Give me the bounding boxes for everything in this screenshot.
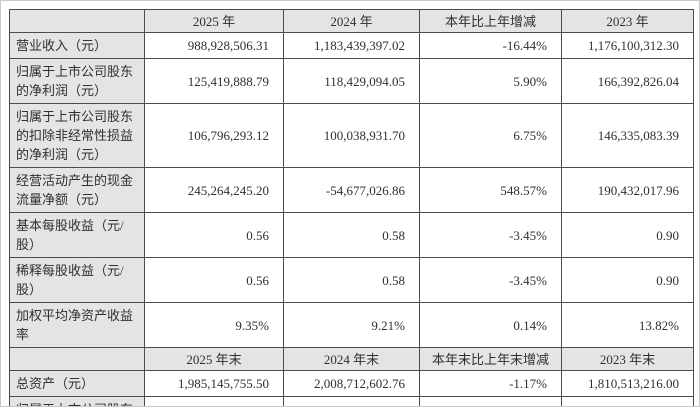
value-2024: 118,429,094.05 bbox=[283, 58, 420, 104]
row-label: 加权平均净资产收益率 bbox=[9, 302, 145, 348]
table-row-diluted-eps: 稀释每股收益（元/股） 0.56 0.58 -3.45% 0.90 bbox=[9, 257, 694, 303]
table-row-revenue: 营业收入（元） 988,928,506.31 1,183,439,397.02 … bbox=[9, 32, 694, 59]
value-2025: 0.56 bbox=[144, 212, 284, 258]
row-label: 归属于上市公司股东的净利润（元） bbox=[9, 58, 145, 104]
value-change: -3.45% bbox=[419, 212, 562, 258]
header-end-2025: 2025 年末 bbox=[144, 347, 284, 371]
value-2025: 245,264,245.20 bbox=[144, 167, 284, 213]
header-yoy-change: 本年比上年增减 bbox=[419, 9, 562, 33]
value-2023: 0.90 bbox=[561, 212, 694, 258]
table-row-total-assets: 总资产（元） 1,985,145,755.50 2,008,712,602.76… bbox=[9, 370, 694, 397]
value-2023: 0.90 bbox=[561, 257, 694, 303]
header-row-period-end: 2025 年末 2024 年末 本年末比上年末增减 2023 年末 bbox=[9, 347, 694, 371]
value-2024: 0.58 bbox=[283, 212, 420, 258]
row-label: 总资产（元） bbox=[9, 370, 145, 397]
header-end-yoy-change: 本年末比上年末增减 bbox=[419, 347, 562, 371]
value-2023: 190,432,017.96 bbox=[561, 167, 694, 213]
table-row-weighted-avg-roe: 加权平均净资产收益率 9.35% 9.21% 0.14% 13.82% bbox=[9, 302, 694, 348]
row-label: 稀释每股收益（元/股） bbox=[9, 257, 145, 303]
value-2023: 1,810,513,216.00 bbox=[561, 370, 694, 397]
table-row-net-profit-excl-nonrecurring: 归属于上市公司股东的扣除非经常性损益的净利润（元） 106,796,293.12… bbox=[9, 103, 694, 168]
row-label: 归属于上市公司股东的净资产（元） bbox=[9, 396, 145, 406]
table-row-basic-eps: 基本每股收益（元/股） 0.56 0.58 -3.45% 0.90 bbox=[9, 212, 694, 258]
value-change: 6.75% bbox=[419, 103, 562, 168]
value-2025: 988,928,506.31 bbox=[144, 32, 284, 59]
value-2024: 1,183,439,397.02 bbox=[283, 32, 420, 59]
header-year-2025: 2025 年 bbox=[144, 9, 284, 33]
value-2024: 0.58 bbox=[283, 257, 420, 303]
value-2025: 106,796,293.12 bbox=[144, 103, 284, 168]
value-2024: 2,008,712,602.76 bbox=[283, 370, 420, 397]
value-2023: 166,392,826.04 bbox=[561, 58, 694, 104]
header-end-2024: 2024 年末 bbox=[283, 347, 420, 371]
value-2025: 0.56 bbox=[144, 257, 284, 303]
value-change: 548.57% bbox=[419, 167, 562, 213]
table-row-operating-cash-flow: 经营活动产生的现金流量净额（元） 245,264,245.20 -54,677,… bbox=[9, 167, 694, 213]
row-label: 经营活动产生的现金流量净额（元） bbox=[9, 167, 145, 213]
header-year-2023: 2023 年 bbox=[561, 9, 694, 33]
value-2025: 1,985,145,755.50 bbox=[144, 370, 284, 397]
value-2023: 1,176,100,312.30 bbox=[561, 32, 694, 59]
value-2023: 13.82% bbox=[561, 302, 694, 348]
header-row-period: 2025 年 2024 年 本年比上年增减 2023 年 bbox=[9, 9, 694, 33]
value-2023: 146,335,083.39 bbox=[561, 103, 694, 168]
value-2024: 1,330,748,271.90 bbox=[283, 396, 420, 406]
value-2025: 1,358,996,878.72 bbox=[144, 396, 284, 406]
value-change: -16.44% bbox=[419, 32, 562, 59]
header-blank-cell bbox=[9, 9, 145, 33]
value-change: -1.17% bbox=[419, 370, 562, 397]
value-2024: 9.21% bbox=[283, 302, 420, 348]
value-2023: 1,268,051,118.44 bbox=[561, 396, 694, 406]
value-change: 5.90% bbox=[419, 58, 562, 104]
value-change: 2.12% bbox=[419, 396, 562, 406]
value-2024: 100,038,931.70 bbox=[283, 103, 420, 168]
value-2025: 9.35% bbox=[144, 302, 284, 348]
table-row-net-profit: 归属于上市公司股东的净利润（元） 125,419,888.79 118,429,… bbox=[9, 58, 694, 104]
header-end-2023: 2023 年末 bbox=[561, 347, 694, 371]
value-change: 0.14% bbox=[419, 302, 562, 348]
table-row-net-assets: 归属于上市公司股东的净资产（元） 1,358,996,878.72 1,330,… bbox=[9, 396, 694, 406]
header-year-2024: 2024 年 bbox=[283, 9, 420, 33]
financial-summary-table: 2025 年 2024 年 本年比上年增减 2023 年 营业收入（元） 988… bbox=[9, 9, 694, 406]
header-blank-cell bbox=[9, 347, 145, 371]
row-label: 基本每股收益（元/股） bbox=[9, 212, 145, 258]
row-label: 营业收入（元） bbox=[9, 32, 145, 59]
row-label: 归属于上市公司股东的扣除非经常性损益的净利润（元） bbox=[9, 103, 145, 168]
value-2025: 125,419,888.79 bbox=[144, 58, 284, 104]
value-2024: -54,677,026.86 bbox=[283, 167, 420, 213]
value-change: -3.45% bbox=[419, 257, 562, 303]
